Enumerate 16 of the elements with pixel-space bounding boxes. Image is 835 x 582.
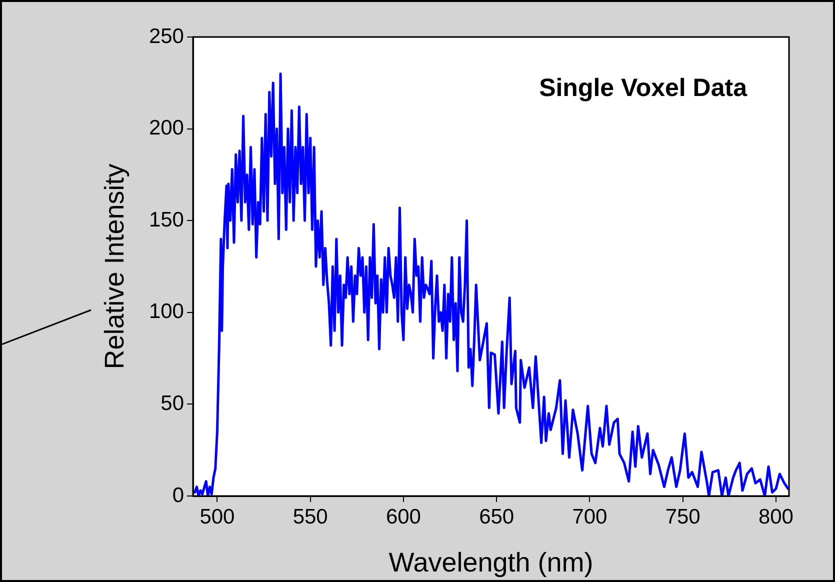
text: Single Voxel Data xyxy=(539,74,748,102)
y-tick-label: 0 xyxy=(172,484,184,507)
y-tick-label: 50 xyxy=(160,392,184,415)
x-tick-label: 550 xyxy=(292,505,328,528)
x-tick-label: 800 xyxy=(758,505,794,528)
x-tick-label: 750 xyxy=(665,505,700,528)
x-tick-label: 700 xyxy=(572,505,608,528)
y-tick-label: 250 xyxy=(148,24,184,48)
x-tick-label: 500 xyxy=(200,505,235,528)
y-axis-title: Relative Intensity xyxy=(100,163,130,370)
x-tick-label: 600 xyxy=(386,505,421,528)
y-tick-label: 100 xyxy=(148,300,184,324)
x-tick-label: 650 xyxy=(479,505,514,528)
x-axis-title: Wavelength (nm) xyxy=(388,547,594,578)
y-tick-label: 150 xyxy=(148,208,184,232)
y-tick-label: 200 xyxy=(148,116,184,140)
